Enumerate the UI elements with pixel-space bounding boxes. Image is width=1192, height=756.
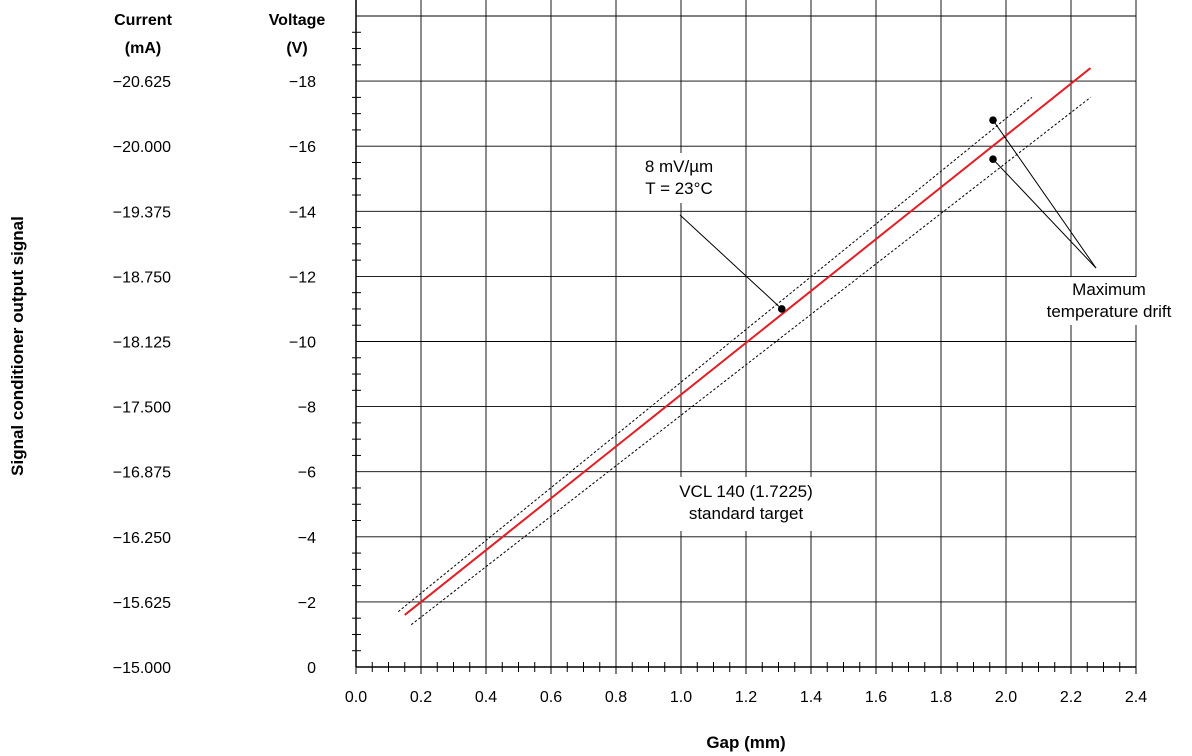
x-tick-label: 0.8	[605, 689, 627, 706]
series-line-lower-drift-bound	[410, 96, 1091, 626]
voltage-tick-label: −12	[289, 269, 316, 286]
minor-ticks	[352, 31, 1137, 674]
current-tick-label: −16.875	[113, 465, 171, 482]
current-header-line-1: Current	[114, 12, 172, 29]
drift-annotation-line-2: temperature drift	[1046, 302, 1172, 321]
voltage-tick-label: −2	[298, 595, 316, 612]
current-tick-labels: −15.000 −15.625 −16.250 −16.875 −17.500 −18.1…	[113, 74, 171, 677]
slope-annotation-line-1: 8 mV/µm	[644, 157, 714, 176]
series-line-nominal	[404, 67, 1092, 616]
x-tick-label: 0.4	[475, 689, 497, 706]
slope-marker	[777, 305, 786, 313]
target-annotation: VCL 140 (1.7225) standard target	[646, 477, 846, 531]
x-tick-label: 2.2	[1060, 689, 1082, 706]
voltage-tick-label: −16	[289, 139, 316, 156]
x-tick-label: 0.6	[540, 689, 562, 706]
voltage-tick-label: −18	[289, 74, 316, 91]
current-tick-label: −15.625	[113, 595, 171, 612]
y-axis-title: Signal conditioner output signal	[8, 216, 27, 476]
current-tick-label: −18.125	[113, 335, 171, 352]
current-tick-label: −18.750	[113, 269, 171, 286]
voltage-header-line-1: Voltage	[269, 12, 326, 29]
voltage-tick-label: −10	[289, 335, 316, 352]
x-tick-label: 1.4	[800, 689, 822, 706]
x-tick-label: 1.6	[865, 689, 887, 706]
current-tick-label: −19.375	[113, 204, 171, 221]
x-tick-labels: 0.0 0.2 0.4 0.6 0.8 1.0 1.2 1.4 1.6 1.8 2.0 2.2 2.4	[345, 689, 1147, 706]
x-tick-label: 1.8	[930, 689, 952, 706]
x-axis-title: Gap (mm)	[706, 733, 785, 752]
drift-marker	[989, 155, 997, 164]
current-tick-label: −16.250	[113, 530, 171, 547]
grid	[356, 0, 1137, 667]
voltage-header-line-2: (V)	[286, 40, 307, 57]
current-header-line-2: (mA)	[125, 40, 161, 57]
drift-leader-line	[992, 158, 1097, 269]
series-line-upper-drift-bound	[397, 96, 1033, 613]
x-tick-label: 2.0	[995, 689, 1017, 706]
target-annotation-line-1: VCL 140 (1.7225)	[679, 482, 813, 501]
drift-marker	[989, 116, 997, 124]
drift-annotation: Maximum temperature drift	[1028, 277, 1190, 325]
slope-annotation: 8 mV/µm T = 23°C	[617, 153, 741, 203]
voltage-tick-label: −6	[298, 465, 316, 482]
voltage-tick-label: 0	[307, 660, 316, 677]
x-tick-label: 2.4	[1125, 689, 1147, 706]
axes	[355, 0, 1136, 668]
slope-annotation-line-2: T = 23°C	[645, 179, 713, 198]
x-tick-label: 1.0	[670, 689, 692, 706]
x-tick-label: 0.2	[410, 689, 432, 706]
drift-annotation-line-1: Maximum	[1072, 280, 1146, 299]
voltage-tick-label: −8	[298, 400, 316, 417]
x-tick-label: 0.0	[345, 689, 367, 706]
current-tick-label: −15.000	[113, 660, 171, 677]
voltage-tick-label: −14	[289, 204, 316, 221]
target-annotation-line-2: standard target	[688, 504, 804, 523]
current-tick-label: −20.625	[113, 74, 171, 91]
voltage-tick-label: −4	[298, 530, 316, 547]
slope-leader-line	[679, 214, 783, 310]
series	[397, 67, 1092, 626]
current-tick-label: −20.000	[113, 139, 171, 156]
voltage-tick-labels: 0 −2 −4 −6 −8 −10 −12 −14 −16 −18	[289, 74, 316, 677]
annotation-leaders	[679, 116, 1097, 313]
drift-leader-line	[992, 119, 1097, 269]
x-tick-label: 1.2	[735, 689, 757, 706]
current-tick-label: −17.500	[113, 400, 171, 417]
